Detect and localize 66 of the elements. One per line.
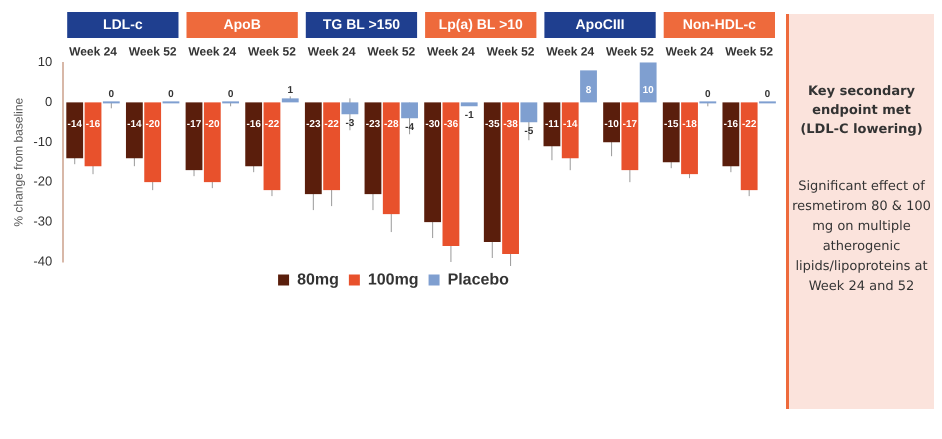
data-label: -23 (306, 119, 321, 130)
data-label: -30 (425, 119, 440, 130)
legend-label: 100mg (368, 271, 419, 288)
x-tick-label: Week 24 (427, 44, 476, 59)
data-label: -36 (444, 119, 459, 130)
data-label: -1 (464, 110, 474, 122)
x-tick-label: Week 24 (188, 44, 237, 59)
data-label: -10 (604, 119, 620, 130)
data-label: -16 (246, 119, 262, 130)
data-label: -20 (205, 119, 220, 130)
data-label: -11 (544, 119, 560, 130)
legend-label: 80mg (297, 271, 339, 288)
data-label: 8 (586, 85, 592, 96)
data-label: 0 (168, 89, 174, 100)
text: TG BL >150 (322, 16, 400, 32)
data-label: -18 (682, 119, 698, 130)
x-tick-label: Week 24 (666, 44, 714, 59)
data-label: -14 (127, 119, 142, 130)
data-label: -14 (67, 119, 82, 130)
y-tick-label: 10 (38, 54, 52, 69)
x-tick-label: Week 52 (725, 44, 774, 59)
x-tick-label: Week 52 (486, 44, 535, 59)
text: Key secondary endpoint met (LDL-C lowering) (799, 83, 924, 139)
legend-label: Placebo (448, 271, 510, 288)
data-label: -5 (524, 126, 534, 138)
data-label: -23 (366, 119, 381, 130)
y-axis-title: % change from baseline (12, 98, 26, 227)
x-tick-label: Week 52 (606, 44, 654, 59)
text: Lp(a) BL >10 (438, 16, 524, 32)
text: Significant effect of resmetirom 80 & 100 mg on multiple atherogenic lipids/lipoproteins at Week 24 and 52 (791, 178, 932, 296)
data-label: -17 (186, 119, 202, 130)
y-tick-label: -30 (33, 214, 52, 229)
data-label: 0 (108, 89, 115, 100)
data-label: -16 (724, 119, 739, 130)
y-tick-label: -40 (33, 254, 52, 269)
data-label: -35 (485, 119, 500, 130)
data-label: 0 (228, 89, 234, 100)
x-tick-label: Week 24 (69, 44, 118, 59)
data-label: -15 (664, 119, 679, 130)
data-label: -38 (503, 119, 518, 130)
y-tick-label: 0 (44, 94, 52, 109)
data-label: -14 (562, 119, 578, 130)
x-tick-label: Week 52 (128, 44, 177, 59)
x-tick-label: Week 24 (308, 44, 356, 59)
data-label: -22 (742, 119, 757, 130)
text: ApoB (223, 16, 261, 32)
data-label: -28 (384, 119, 399, 130)
x-tick-label: Week 24 (546, 44, 594, 59)
text: ApoCIII (576, 16, 625, 32)
x-tick-label: Week 52 (367, 44, 416, 59)
data-label: 0 (764, 89, 771, 100)
text: LDL-c (103, 16, 143, 32)
data-label: 10 (642, 85, 654, 96)
y-tick-label: -10 (33, 134, 52, 149)
data-label: -16 (86, 119, 101, 130)
data-label: -20 (145, 119, 160, 130)
data-label: 0 (705, 89, 712, 100)
data-label: -17 (622, 119, 638, 130)
data-label: 1 (287, 85, 294, 96)
data-label: -22 (264, 119, 280, 130)
y-tick-label: -20 (33, 174, 52, 189)
text: Non-HDL-c (682, 16, 756, 32)
data-label: -4 (405, 122, 414, 134)
x-tick-label: Week 52 (248, 44, 296, 59)
data-label: -22 (324, 119, 340, 130)
data-label: -3 (345, 118, 355, 130)
